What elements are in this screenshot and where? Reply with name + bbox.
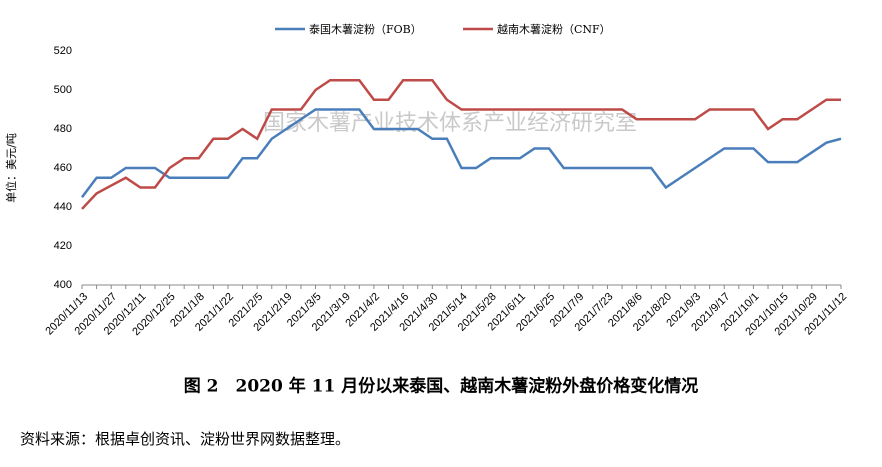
y-tick-label: 440 xyxy=(54,201,72,213)
y-tick-label: 480 xyxy=(54,123,72,135)
caption: 图 2 2020 年 11 月份以来泰国、越南木薯淀粉外盘价格变化情况 xyxy=(184,376,698,397)
y-tick-label: 460 xyxy=(54,162,72,174)
watermark: 国家木薯产业技术体系产业经济研究室 xyxy=(263,111,637,136)
y-tick-label: 400 xyxy=(54,279,72,291)
legend-label: 越南木薯淀粉（CNF） xyxy=(497,22,611,36)
line-series xyxy=(81,79,841,210)
y-tick-label: 500 xyxy=(54,84,72,96)
legend-label: 泰国木薯淀粉（FOB） xyxy=(309,22,422,36)
y-tick-label: 420 xyxy=(54,240,72,252)
y-tick-label: 520 xyxy=(54,45,72,57)
line-series xyxy=(80,108,842,198)
y-axis-label: 单位：美元/吨 xyxy=(4,133,18,203)
source-note: 资料来源：根据卓创资讯、淀粉世界网数据整理。 xyxy=(20,430,350,448)
